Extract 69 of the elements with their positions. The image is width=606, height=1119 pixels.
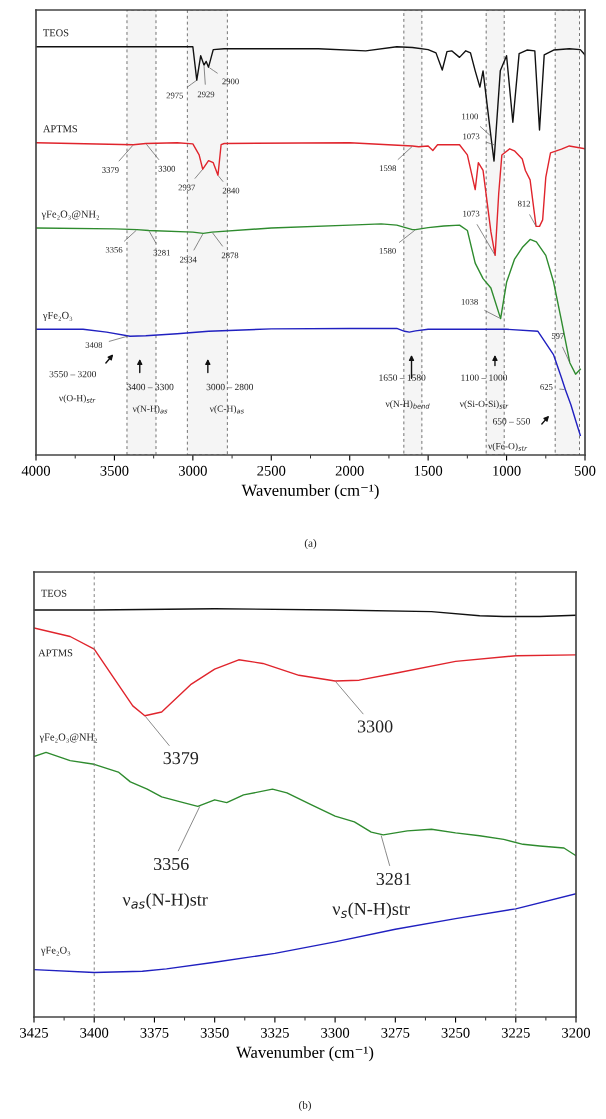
x-tick-label: 1500 (414, 465, 443, 476)
annotation: ν(Fe-O)$_{str}$ (488, 442, 528, 452)
annotation: 625 (540, 384, 553, 390)
annotation: 2934 (179, 256, 197, 263)
x-tick-label: 2000 (335, 465, 364, 476)
annotation: ν(N-H)$_{as}$ (132, 405, 168, 414)
annotation: 1073 (463, 210, 480, 217)
x-tick-label: 3325 (261, 1027, 289, 1038)
x-tick-label: 3400 (80, 1027, 109, 1038)
annotation: 1580 (379, 247, 396, 254)
annotation: 597 (551, 333, 564, 339)
x-axis-title: Wavenumber (cm⁻¹) (241, 484, 379, 500)
series-label: γFe₂O₃@NH₂ (39, 733, 98, 743)
series-label: γFe₂O₃@NH₂ (41, 210, 100, 220)
annotation: 2840 (222, 187, 240, 194)
annotation: 3550 – 3200 (49, 370, 97, 378)
annotation: 650 – 550 (492, 418, 530, 425)
annotation: 3300 (158, 165, 176, 172)
text: (a) (304, 538, 317, 550)
x-tick-label: 3275 (381, 1027, 410, 1038)
x-tick-label: 3225 (501, 1027, 530, 1038)
x-tick-label: 4000 (21, 465, 51, 476)
annotation: ν(O-H)$_{str}$ (58, 394, 96, 404)
annotation: 3356 (105, 247, 123, 253)
series-label: TEOS (43, 29, 69, 37)
series-label: γFe₂O₃ (40, 946, 71, 956)
annotation: 1038 (461, 298, 478, 305)
annotation: 2975 (166, 92, 184, 99)
annotation: 3356 (154, 857, 189, 871)
annotation: 3400 – 3300 (127, 383, 174, 391)
annotation: 3000 – 2800 (206, 383, 254, 391)
annotation: 2900 (222, 78, 239, 85)
x-tick-label: 3000 (178, 465, 207, 476)
series-label: APTMS (43, 125, 78, 133)
annotation: 2929 (197, 91, 215, 98)
annotation: 1073 (463, 133, 480, 140)
x-axis-title: Wavenumber (cm⁻¹) (236, 1046, 374, 1062)
x-tick-label: 3375 (140, 1027, 169, 1038)
annotation: 3408 (85, 342, 103, 348)
text: (b) (299, 1100, 311, 1112)
series-label: TEOS (41, 589, 67, 597)
annotation: 2937 (178, 184, 196, 191)
x-tick-label: 1000 (493, 465, 521, 476)
x-tick-label: 3200 (562, 1027, 591, 1038)
annotation: 3379 (163, 752, 199, 765)
x-tick-label: 500 (574, 465, 596, 476)
annotation: 1598 (379, 165, 397, 172)
annotation: 3300 (357, 720, 393, 733)
annotation: 3281 (153, 249, 170, 256)
x-tick-label: 2500 (257, 465, 286, 476)
x-tick-label: 3250 (441, 1027, 470, 1038)
annotation: ν$_{s}$(N-H)str (332, 902, 410, 919)
annotation: 1100 (462, 113, 479, 120)
series-label: γFe₂O₃ (42, 311, 73, 321)
annotation: 2878 (221, 252, 239, 259)
series-label: APTMS (38, 649, 73, 657)
annotation: 812 (517, 200, 531, 207)
annotation: ν(C-H)$_{as}$ (209, 405, 244, 414)
annotation: ν(N-H)$_{bend}$ (385, 400, 430, 409)
annotation: 3281 (376, 872, 411, 886)
annotation: 3379 (102, 167, 119, 173)
x-tick-label: 3350 (200, 1027, 229, 1038)
x-tick-label: 3425 (20, 1027, 49, 1038)
annotation: ν(Si-O-Si)$_{str}$ (459, 400, 509, 409)
annotation: ν$_{as}$(N-H)str (122, 892, 208, 910)
annotation: 1100 – 1000 (461, 374, 508, 381)
x-tick-label: 3500 (100, 465, 129, 476)
x-tick-label: 3300 (321, 1027, 350, 1038)
annotation: 1650 – 1580 (379, 374, 426, 381)
